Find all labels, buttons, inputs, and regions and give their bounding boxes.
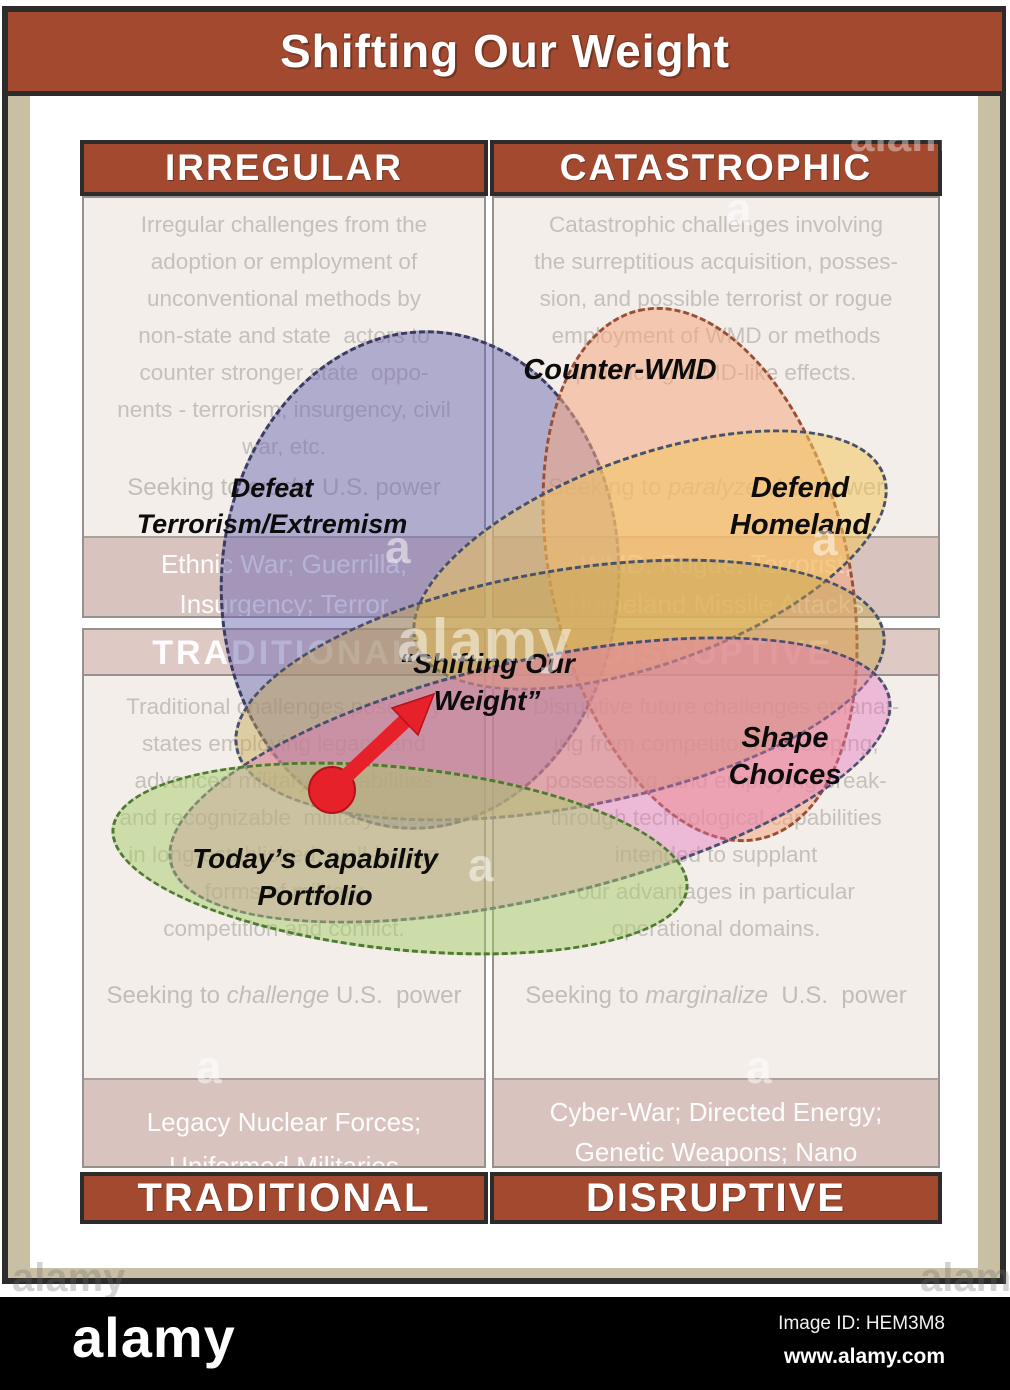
label-shifting-our-weight: “Shifting Our Weight” — [399, 648, 575, 716]
watermark-corner: alamy — [12, 1256, 126, 1300]
quadrant-irregular-header: IRREGULAR — [80, 140, 488, 196]
watermark-corner: alamy — [920, 1256, 1010, 1300]
seeking-emphasis: marginalize — [645, 982, 769, 1009]
label-todays-capability-portfolio: Today’s Capability Portfolio — [192, 843, 438, 911]
label-defend-homeland: Defend Homeland — [729, 472, 871, 541]
title-band — [8, 12, 1002, 96]
quadrant-disruptive-footer: DISRUPTIVE — [490, 1172, 942, 1224]
seeking-prefix: Seeking to — [106, 982, 227, 1009]
seeking-emphasis: challenge — [226, 982, 330, 1009]
label-defeat-terrorism: Defeat Terrorism/Extremism — [136, 473, 408, 539]
traditional-examples-band: Legacy Nuclear Forces; Uniformed Militar… — [84, 1078, 484, 1166]
alamy-url-text: www.alamy.com — [783, 1345, 945, 1368]
seeking-prefix: Seeking to — [525, 982, 646, 1009]
alamy-logo: alamy — [72, 1306, 236, 1369]
disruptive-seeking-line: Seeking to marginalize U.S. power — [494, 982, 938, 1010]
quadrant-traditional-footer: TRADITIONAL — [80, 1172, 488, 1224]
image-id-text: Image ID: HEM3M8 — [778, 1313, 945, 1334]
seeking-suffix: U.S. power — [329, 982, 462, 1009]
page-title: Shifting Our Weight — [280, 25, 730, 77]
disruptive-examples-band: Cyber-War; Directed Energy; Genetic Weap… — [494, 1078, 938, 1166]
quadrant-catastrophic-header: CATASTROPHIC — [490, 140, 942, 196]
seeking-suffix: U.S. power — [768, 982, 907, 1009]
label-shape-choices: Shape Choices — [728, 722, 842, 791]
alamy-footer-bar: alamy Image ID: HEM3M8 www.alamy.com — [0, 1297, 1010, 1390]
label-counter-wmd: Counter-WMD — [523, 354, 717, 386]
traditional-seeking-line: Seeking to challenge U.S. power — [84, 982, 484, 1010]
